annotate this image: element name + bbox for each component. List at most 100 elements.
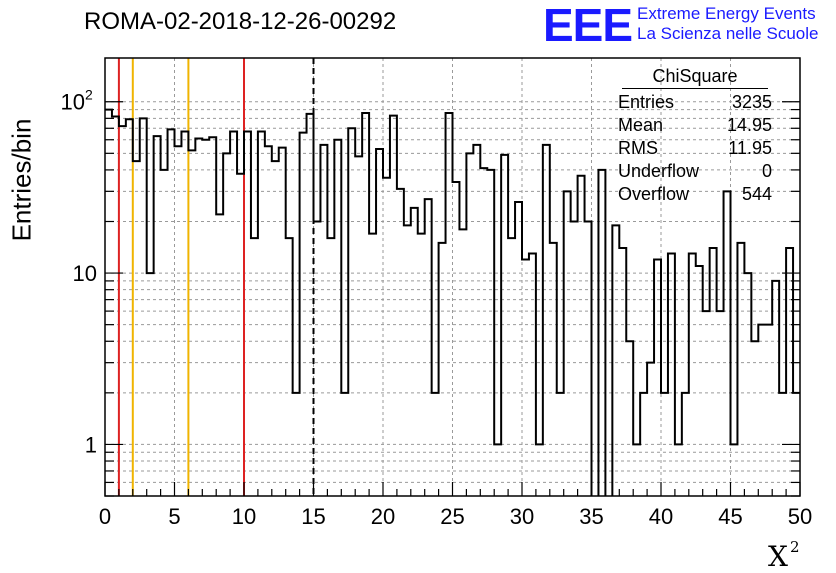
histogram-bin <box>175 146 182 536</box>
histogram-bin <box>230 132 237 536</box>
histogram-bin <box>293 393 300 536</box>
y-axis-label: Entries/bin <box>7 119 38 242</box>
histogram-bin <box>814 341 821 536</box>
histogram-bin <box>140 118 147 536</box>
histogram-bin <box>585 222 592 536</box>
histogram-bin <box>237 174 244 536</box>
histogram-bin <box>543 145 550 536</box>
histogram-bin <box>668 254 675 536</box>
histogram-bin <box>453 182 460 536</box>
histogram-bin <box>181 132 188 536</box>
histogram-bin <box>404 225 411 536</box>
histogram-bin <box>633 444 640 536</box>
histogram-bin <box>557 393 564 536</box>
x-tick-label: 10 <box>232 504 256 529</box>
histogram-bin <box>612 225 619 536</box>
histogram-bin <box>258 132 265 536</box>
histogram-bin <box>314 222 321 536</box>
histogram-bin <box>807 281 814 536</box>
histogram-bin <box>161 170 168 536</box>
histogram-bin <box>717 311 724 536</box>
x-axis-label-superscript: 2 <box>790 538 800 556</box>
histogram-bin <box>466 153 473 536</box>
x-tick-label: 50 <box>788 504 812 529</box>
stats-title: ChiSquare <box>622 66 768 89</box>
histogram-bin <box>119 126 126 536</box>
stats-value: 0 <box>762 160 772 183</box>
histogram-bin <box>265 146 272 536</box>
histogram-bin <box>480 168 487 536</box>
histogram-bin <box>703 311 710 536</box>
histogram-bin <box>578 176 585 536</box>
histogram-bin <box>619 248 626 536</box>
histogram-bin <box>522 260 529 536</box>
histogram-bin <box>473 145 480 536</box>
histogram-bin <box>327 238 334 536</box>
x-tick-label: 5 <box>168 504 180 529</box>
y-tick-label-superscript: 2 <box>85 87 93 103</box>
histogram-bin <box>501 155 508 536</box>
histogram-bin <box>286 238 293 536</box>
histogram-bin <box>654 260 661 536</box>
histogram-bin <box>195 139 202 536</box>
histogram-bin <box>494 444 501 536</box>
stats-value: 3235 <box>732 91 772 114</box>
histogram-bin <box>765 325 772 536</box>
histogram-bin <box>390 116 397 536</box>
histogram-bin <box>341 393 348 536</box>
histogram-bin <box>168 129 175 536</box>
stats-label: Underflow <box>618 160 699 183</box>
histogram-bin <box>397 189 404 536</box>
histogram-bin <box>459 229 466 536</box>
stats-row-mean: Mean 14.95 <box>612 114 778 137</box>
histogram-bin <box>626 341 633 536</box>
histogram-bin <box>355 156 362 536</box>
histogram-bin <box>828 273 835 536</box>
x-tick-label: 0 <box>99 504 111 529</box>
histogram-bin <box>446 113 453 536</box>
x-tick-label: 40 <box>649 504 673 529</box>
histogram-bin <box>571 222 578 536</box>
histogram-bin <box>550 243 557 536</box>
histogram-bin <box>202 140 209 536</box>
histogram-bin <box>508 238 515 536</box>
histogram-bin <box>188 150 195 536</box>
logo-line-2: La Scienza nelle Scuole <box>637 24 818 44</box>
histogram-bin <box>640 393 647 536</box>
histogram-bin <box>251 238 258 536</box>
histogram-bin <box>737 243 744 536</box>
stats-value: 11.95 <box>728 137 772 160</box>
histogram-bin <box>362 113 369 536</box>
histogram-bin <box>487 170 494 536</box>
stats-label: Overflow <box>618 183 689 206</box>
histogram-bin <box>272 161 279 536</box>
eee-logo: EEE <box>543 2 632 48</box>
histogram-bin <box>418 234 425 536</box>
histogram-bin <box>515 202 522 536</box>
histogram-bin <box>772 281 779 536</box>
histogram-bin <box>112 117 119 536</box>
stats-label: RMS <box>618 137 658 160</box>
y-tick-label: 10 <box>61 90 85 115</box>
x-tick-label: 35 <box>579 504 603 529</box>
histogram-bin <box>300 133 307 536</box>
chart-title: ROMA-02-2018-12-26-00292 <box>84 8 396 36</box>
histogram-bin <box>105 110 112 536</box>
stats-row-entries: Entries 3235 <box>612 91 778 114</box>
histogram-bin <box>383 178 390 536</box>
histogram-bin <box>439 243 446 536</box>
histogram-bin <box>432 393 439 536</box>
histogram-bin <box>779 393 786 536</box>
histogram-bin <box>126 119 133 536</box>
stats-label: Entries <box>618 91 674 114</box>
x-tick-label: 30 <box>510 504 534 529</box>
stats-value: 544 <box>742 183 772 206</box>
histogram-bin <box>209 137 216 536</box>
histogram-bin <box>320 145 327 536</box>
y-tick-label: 1 <box>85 432 97 457</box>
histogram-bin <box>564 191 571 536</box>
histogram-bin <box>279 148 286 536</box>
x-tick-label: 25 <box>440 504 464 529</box>
histogram-bin <box>529 254 536 536</box>
histogram-bin <box>411 208 418 536</box>
